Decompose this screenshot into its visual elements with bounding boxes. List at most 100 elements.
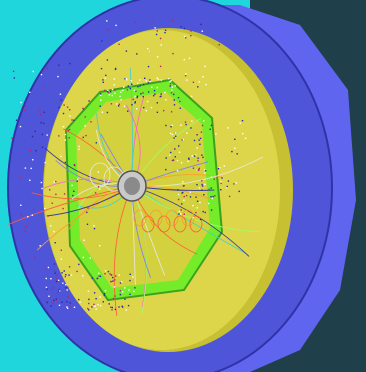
detector-hit — [160, 95, 162, 97]
detector-hit — [24, 167, 27, 169]
detector-hit — [191, 95, 193, 97]
detector-hit — [202, 210, 204, 213]
detector-hit — [125, 50, 128, 52]
detector-hit — [209, 128, 211, 130]
detector-hit — [83, 239, 85, 241]
detector-hits — [11, 20, 247, 311]
detector-hit — [204, 65, 206, 68]
detector-hit — [179, 107, 181, 109]
detector-hit — [114, 92, 116, 94]
detector-hit — [201, 189, 203, 191]
detector-hit — [201, 154, 203, 156]
detector-hit — [66, 289, 68, 291]
detector-hit — [182, 181, 184, 183]
detector-hit — [67, 129, 69, 132]
detector-hit — [76, 270, 78, 273]
detector-hit — [200, 23, 202, 26]
detector-hit — [140, 93, 142, 95]
detector-hit — [72, 194, 74, 197]
detector-hit — [143, 106, 145, 109]
detector-hit — [106, 59, 109, 61]
detector-hit — [64, 133, 67, 136]
detector-hit — [93, 292, 96, 294]
detector-hit — [82, 136, 84, 139]
detector-hit — [104, 77, 106, 79]
detector-hit — [188, 157, 190, 159]
detector-hit — [129, 279, 131, 282]
detector-hit — [201, 30, 203, 32]
detector-hit — [29, 91, 31, 93]
detector-hit — [19, 125, 22, 128]
detector-hit — [64, 275, 66, 278]
detector-hit — [170, 151, 172, 154]
detector-hit — [12, 70, 15, 73]
detector-hit — [118, 103, 120, 105]
detector-hit — [201, 180, 203, 182]
detector-hit — [210, 209, 213, 211]
detector-hit — [131, 83, 133, 85]
detector-hit — [135, 90, 137, 92]
detector-hit — [63, 270, 65, 272]
detector-hit — [53, 299, 55, 302]
detector-hit — [183, 199, 185, 201]
detector-hit — [87, 207, 89, 209]
detector-hit — [93, 227, 96, 230]
detector-hit — [145, 109, 147, 112]
detector-hit — [110, 280, 112, 283]
detector-hit — [102, 79, 104, 81]
detector-hit — [177, 193, 180, 196]
detector-hit — [210, 196, 212, 198]
detector-hit — [119, 95, 121, 98]
detector-hit — [176, 159, 179, 162]
detector-hit — [159, 65, 162, 68]
detector-hit — [64, 139, 66, 141]
detector-hit — [100, 67, 103, 70]
detector-hit — [54, 242, 56, 244]
detector-hit — [69, 306, 71, 308]
detector-hit — [134, 102, 136, 104]
detector-hit — [170, 80, 172, 82]
detector-hit — [139, 85, 141, 87]
detector-hit — [156, 77, 158, 79]
detector-hit — [44, 207, 46, 210]
detector-hit — [154, 27, 156, 29]
detector-hit — [50, 278, 52, 280]
detector-hit — [70, 274, 73, 276]
detector-hit — [170, 92, 173, 94]
detector-hit — [186, 79, 188, 81]
track-curl — [189, 215, 203, 233]
detector-hit — [56, 274, 58, 276]
detector-hit — [184, 121, 187, 123]
detector-hit — [89, 257, 91, 259]
detector-hit — [199, 201, 201, 204]
detector-hit — [156, 111, 159, 113]
detector-hit — [41, 146, 44, 148]
track-curl — [173, 215, 187, 233]
detector-hit — [63, 193, 66, 195]
detector-hit — [177, 97, 180, 99]
detector-hit — [52, 302, 54, 304]
detector-hit — [164, 31, 166, 34]
detector-hit — [114, 295, 116, 297]
detector-hit — [62, 126, 65, 128]
detector-hit — [25, 272, 27, 274]
detector-hit — [24, 230, 26, 232]
detector-hit — [58, 64, 60, 66]
detector-hit — [196, 169, 198, 171]
detector-hit — [128, 289, 130, 291]
detector-hit — [97, 171, 99, 173]
detector-hit — [88, 302, 90, 305]
detector-hit — [137, 86, 139, 88]
detector-hit — [95, 298, 97, 300]
detector-hit — [136, 95, 139, 97]
detector-hit — [129, 87, 131, 90]
detector-hit — [175, 135, 177, 137]
detector-hit — [29, 179, 31, 181]
detector-hit — [55, 280, 58, 283]
detector-hit — [62, 207, 64, 210]
detector-hit — [201, 183, 203, 186]
detector-hit — [101, 111, 104, 113]
detector-hit — [169, 85, 171, 87]
detector-hit — [171, 159, 174, 162]
detector-hit — [195, 196, 197, 198]
